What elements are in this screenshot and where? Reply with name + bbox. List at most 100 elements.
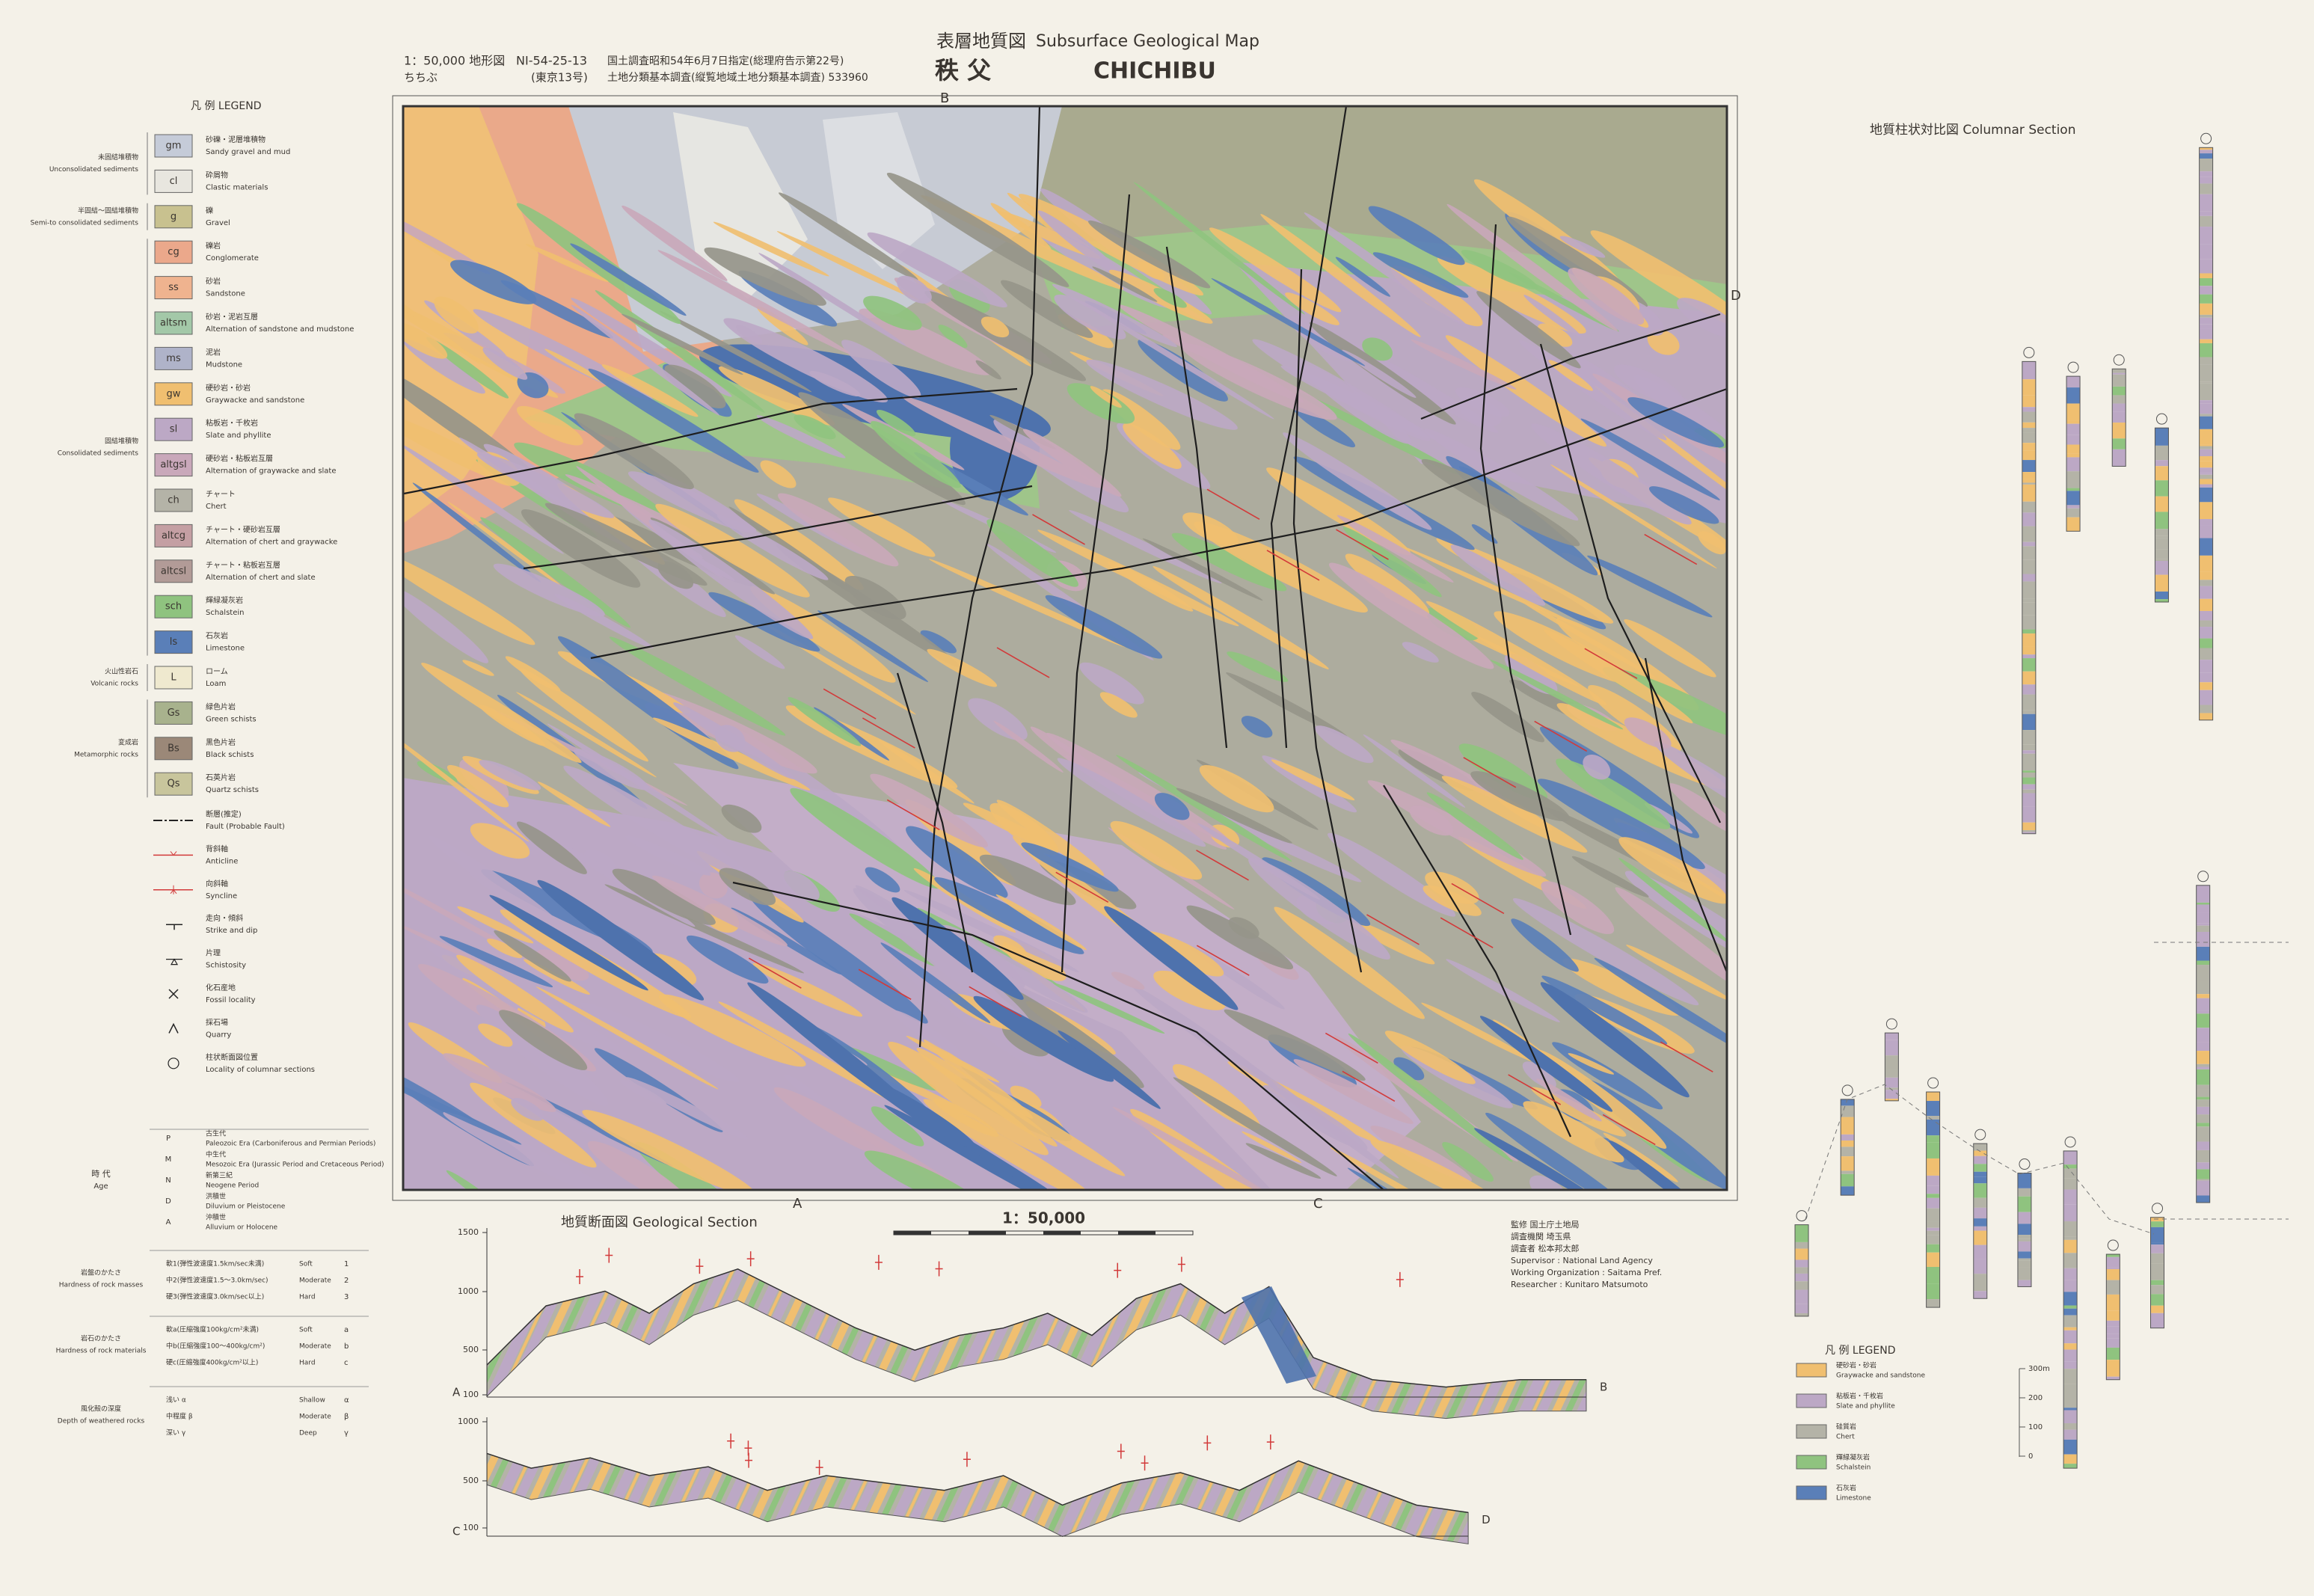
rock-lens (1523, 1101, 1624, 1163)
rock-lens (635, 1141, 757, 1190)
symbol-syncline (170, 885, 177, 894)
rock-lens (1262, 1084, 1368, 1150)
column-layer (1926, 1235, 1940, 1244)
rock-lens (1370, 1139, 1511, 1190)
fault (523, 485, 1033, 570)
rock-lens (794, 414, 836, 440)
column-layer (2199, 487, 2213, 503)
columnar-jp: 硬砂岩・砂岩 (1836, 1361, 1876, 1370)
column-layer (2022, 581, 2036, 599)
column-layer (2022, 713, 2036, 731)
column-layer (2150, 1221, 2164, 1227)
column-layer (2017, 1188, 2031, 1197)
column-layer (2196, 1042, 2210, 1052)
rock-lens (1301, 364, 1411, 444)
rock-lens (1536, 1078, 1602, 1122)
rock-lens (1390, 739, 1507, 802)
rock-lens (1116, 755, 1292, 862)
rock-lens (1079, 662, 1144, 705)
rock-lens (1022, 429, 1122, 497)
fold-axis (1660, 1041, 1713, 1072)
column-layer (2022, 784, 2036, 790)
rock-lens (1052, 283, 1177, 347)
column-layer (2022, 546, 2036, 560)
legend-swatch (154, 134, 193, 158)
column-layer (2063, 1349, 2078, 1362)
symbol-en: Locality of columnar sections (206, 1066, 315, 1074)
rock-lens (499, 1010, 588, 1070)
column-layer (2196, 1106, 2210, 1115)
rock-lens (906, 826, 1008, 898)
column-layer (2017, 1235, 2031, 1239)
rock-lens (719, 868, 776, 906)
rock-lens (1182, 512, 1239, 546)
rock-lens (844, 575, 906, 620)
rock-lens (604, 884, 805, 974)
hardness-en: Shallow (299, 1397, 325, 1405)
fold-axis (1534, 720, 1588, 752)
rock-lens (1348, 1033, 1513, 1162)
rock-lens (906, 1035, 1000, 1083)
rock-lens (723, 318, 888, 403)
column-layer (2199, 317, 2213, 325)
column-layer (2199, 244, 2213, 260)
sheet-sub: (東京13号) (531, 71, 588, 85)
column-layer (2196, 1089, 2210, 1097)
rock-lens (1461, 250, 1538, 289)
rock-lens (886, 172, 1069, 287)
rock-lens (574, 413, 694, 490)
column-layer (2066, 488, 2081, 491)
column-layer (2022, 411, 2036, 423)
rock-lens (1424, 429, 1579, 521)
rock-lens (708, 592, 820, 652)
section-fold-mark (746, 1251, 755, 1267)
rock-lens (1173, 1077, 1337, 1176)
legend-jp: 礫 (206, 206, 213, 215)
limestone-lens (1058, 1030, 1161, 1109)
column-layer (2155, 591, 2169, 600)
section-fold-mark (605, 1247, 613, 1263)
legend-swatch (154, 453, 193, 477)
rock-lens (841, 340, 921, 398)
legend-en: Alternation of chert and slate (206, 574, 316, 582)
hardness-code: 1 (344, 1260, 349, 1268)
legend-code: g (171, 211, 177, 222)
column-layer (2199, 416, 2213, 429)
rock-lens (758, 253, 906, 346)
column-layer (2022, 772, 2036, 778)
rock-lens (1069, 510, 1222, 583)
fault (403, 387, 1018, 495)
legend-code: L (171, 672, 177, 684)
legend-en: Alternation of graywacke and slate (206, 467, 337, 476)
rock-lens (867, 232, 1007, 308)
rock-lens (1458, 743, 1547, 801)
rock-lens (625, 835, 711, 876)
column-layer (2106, 1326, 2120, 1334)
column-layer (2155, 466, 2169, 481)
rock-lens (1271, 759, 1355, 801)
column-layer (2022, 407, 2036, 412)
column-layer (2199, 414, 2213, 417)
fault (1061, 194, 1131, 973)
legend-jp: 砂礫・泥層堆積物 (206, 135, 266, 144)
rock-lens (934, 877, 1084, 954)
section-fold-mark (576, 1269, 584, 1285)
credit-line: Working Organization : Saitama Pref. (1511, 1268, 1662, 1277)
column-layer (2063, 1464, 2078, 1469)
fold-axis (1440, 917, 1494, 948)
column-layer (2199, 194, 2213, 212)
section-title: 地質断面図 Geological Section (561, 1215, 758, 1230)
column-layer (2017, 1251, 2031, 1259)
column-layer (2196, 1126, 2210, 1142)
legend-swatch (154, 311, 193, 335)
column-layer (2199, 303, 2213, 315)
columnar-scale-label: 200 (2028, 1394, 2043, 1402)
column-layer (2066, 387, 2081, 404)
rock-lens (565, 474, 701, 537)
column-layer (2022, 830, 2036, 832)
column-layer (2199, 177, 2213, 184)
legend-jp: チャート・粘板岩互層 (206, 560, 280, 570)
column-layer (2196, 1114, 2210, 1123)
rock-lens (1362, 337, 1393, 361)
column-layer (2066, 376, 2081, 388)
